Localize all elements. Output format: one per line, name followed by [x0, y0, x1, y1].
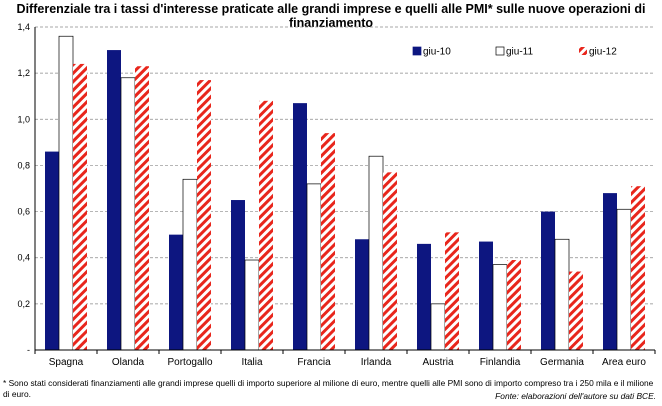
y-tick-label: -: [27, 345, 30, 355]
bar-giu-10-irlanda: [355, 239, 369, 350]
bar-giu-10-spagna: [45, 151, 59, 350]
footnote: * Sono stati considerati finanziamenti a…: [3, 378, 654, 399]
bar-giu-12-spagna: [73, 63, 87, 351]
x-category-label: Portogallo: [167, 357, 212, 368]
bar-giu-12-finlandia: [507, 260, 521, 350]
x-category-label: Area euro: [602, 357, 646, 368]
bar-giu-12-portogallo: [197, 80, 211, 351]
bar-giu-11-area-euro: [616, 208, 632, 351]
bar-giu-10-germania: [541, 211, 555, 350]
bar-giu-10-italia: [231, 200, 245, 350]
bar-giu-12-italia: [259, 100, 273, 350]
bar-giu-12-francia: [321, 133, 335, 350]
x-category-label: Germania: [540, 357, 584, 368]
x-category-label: Austria: [422, 357, 454, 368]
bar-giu-12-germania: [569, 271, 583, 350]
bar-giu-10-area-euro: [603, 193, 617, 350]
bar-giu-10-austria: [417, 243, 431, 350]
legend-label-giu-12: giu-12: [589, 47, 617, 58]
x-category-label: Spagna: [49, 357, 84, 368]
legend: giu-10 giu-11 giu-12: [412, 46, 617, 58]
bar-giu-11-francia: [306, 183, 322, 351]
y-tick-label: 0,4: [17, 253, 30, 263]
bar-giu-11-irlanda: [368, 155, 384, 351]
bar-giu-10-finlandia: [479, 241, 493, 350]
x-category-label: Finlandia: [480, 357, 521, 368]
x-category-label: Olanda: [112, 357, 145, 368]
bar-giu-11-austria: [430, 303, 446, 351]
legend-swatch-giu-12: [579, 47, 587, 55]
bar-giu-12-olanda: [135, 66, 149, 350]
x-category-label: Irlanda: [361, 357, 392, 368]
y-tick-label: 0,6: [17, 207, 30, 217]
y-tick-label: 1,0: [17, 114, 30, 124]
x-category-label: Italia: [241, 357, 263, 368]
source-note: Fonte: elaborazioni dell'autore su dati …: [495, 391, 656, 401]
bar-giu-11-germania: [554, 238, 570, 351]
bar-giu-11-portogallo: [182, 178, 198, 351]
axis-layer: - 0,2 0,4 0,6 0,8 1,0 1,2 1,4 Spagna Olanda Portog…: [17, 22, 656, 368]
y-tick-label: 0,2: [17, 299, 30, 309]
y-tick-label: 1,2: [17, 68, 30, 78]
bar-giu-11-spagna: [58, 35, 74, 351]
y-tick-label: 0,8: [17, 160, 30, 170]
y-tick-label: 1,4: [17, 22, 30, 32]
chart-title: Differenziale tra i tassi d'interesse pr…: [16, 2, 646, 30]
bar-giu-11-olanda: [120, 77, 136, 351]
bar-giu-12-irlanda: [383, 172, 397, 350]
bar-giu-12-austria: [445, 232, 459, 350]
bar-giu-11-finlandia: [492, 264, 508, 351]
legend-swatch-giu-11: [495, 46, 505, 56]
bar-giu-10-francia: [293, 103, 307, 350]
bar-giu-12-area-euro: [631, 186, 645, 350]
bar-giu-10-olanda: [107, 50, 121, 350]
legend-label-giu-11: giu-11: [506, 47, 533, 58]
legend-label-giu-10: giu-10: [423, 47, 451, 58]
bar-giu-11-italia: [244, 259, 260, 351]
legend-swatch-giu-10: [412, 46, 422, 56]
bar-giu-10-portogallo: [169, 234, 183, 350]
bars-layer: [45, 35, 645, 351]
x-category-label: Francia: [297, 357, 331, 368]
